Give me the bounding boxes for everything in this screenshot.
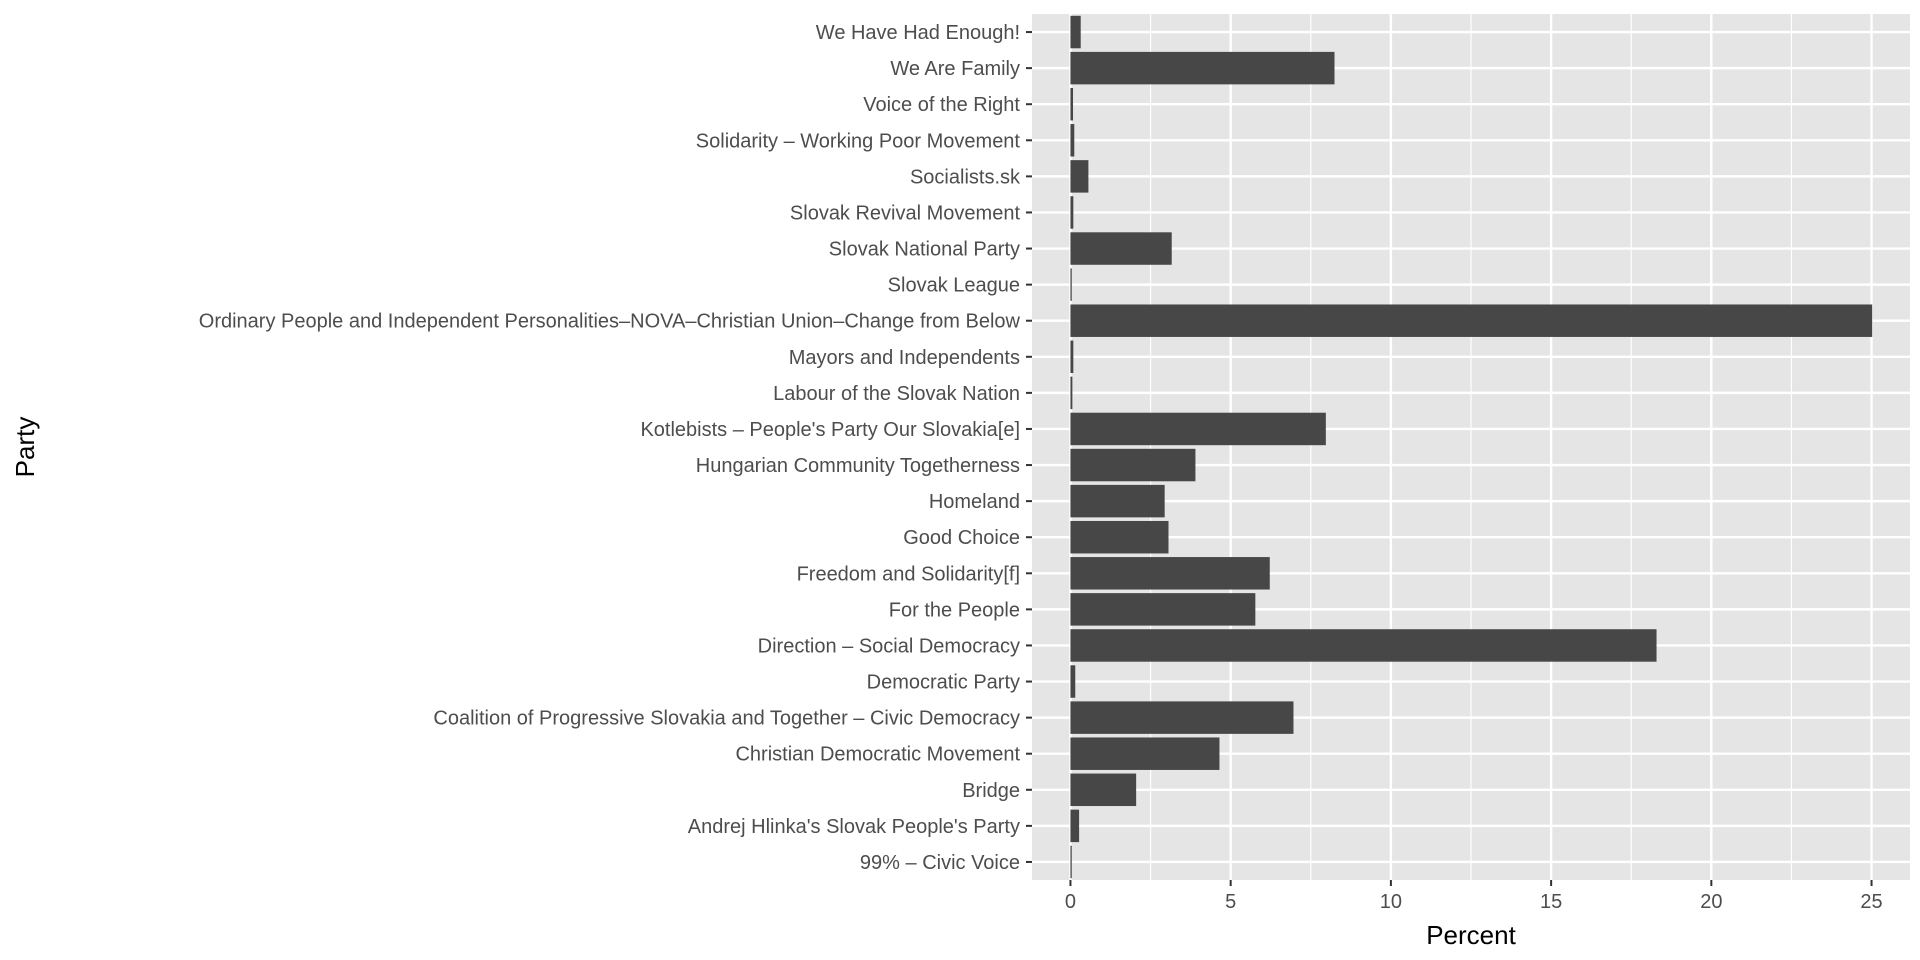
y-tick-label: Kotlebists – People's Party Our Slovakia… [640, 419, 1020, 441]
bar [1070, 340, 1074, 374]
y-tick-label: Mayors and Independents [789, 347, 1020, 369]
bar [1070, 484, 1165, 518]
bar [1070, 412, 1326, 446]
x-tick-label: 20 [1700, 891, 1722, 913]
bar [1070, 665, 1076, 698]
bar [1070, 376, 1073, 410]
y-tick-label: For the People [889, 599, 1020, 621]
x-tick-label: 15 [1540, 891, 1562, 913]
bar [1070, 557, 1270, 590]
bar [1070, 268, 1072, 301]
bar [1070, 51, 1335, 85]
y-tick-label: Solidarity – Working Poor Movement [696, 130, 1021, 152]
bar [1070, 160, 1089, 193]
x-axis-ticks [1069, 880, 1873, 886]
bar [1070, 773, 1137, 807]
y-tick-label: Direction – Social Democracy [758, 635, 1020, 657]
bar [1070, 87, 1074, 121]
bar [1070, 15, 1081, 49]
y-tick-label: We Are Family [890, 58, 1020, 80]
bar [1070, 701, 1294, 734]
bar [1070, 845, 1072, 879]
bar [1070, 448, 1196, 482]
bar [1070, 196, 1074, 229]
y-tick-label: Good Choice [903, 527, 1020, 549]
x-axis-title: Percent [1426, 920, 1516, 950]
y-axis-title: Party [10, 417, 40, 478]
minor-gridlines [1149, 14, 1793, 880]
y-tick-label: We Have Had Enough! [816, 22, 1020, 44]
x-tick-label: 10 [1380, 891, 1402, 913]
y-tick-label: Homeland [929, 491, 1020, 513]
bars [1070, 15, 1873, 879]
y-tick-label: Andrej Hlinka's Slovak People's Party [688, 816, 1020, 838]
y-tick-label: Socialists.sk [910, 166, 1021, 188]
y-tick-label: Bridge [962, 780, 1020, 802]
bar [1070, 304, 1873, 337]
bar [1070, 520, 1169, 554]
x-tick-label: 25 [1860, 891, 1882, 913]
bar [1070, 232, 1172, 265]
x-tick-label: 0 [1065, 891, 1076, 913]
y-tick-label: 99% – Civic Voice [860, 852, 1020, 874]
y-tick-label: Coalition of Progressive Slovakia and To… [433, 708, 1020, 730]
y-tick-label: Labour of the Slovak Nation [773, 383, 1020, 405]
y-tick-label: Hungarian Community Togetherness [696, 455, 1020, 477]
x-axis-labels: 0 5 10 15 20 25 [1065, 891, 1883, 913]
y-tick-label: Christian Democratic Movement [735, 744, 1020, 766]
y-tick-label: Ordinary People and Independent Personal… [199, 311, 1021, 333]
bar [1070, 809, 1080, 843]
y-tick-label: Freedom and Solidarity[f] [797, 563, 1020, 585]
bar [1070, 593, 1256, 626]
y-axis-ticks [1026, 31, 1032, 863]
bar [1070, 124, 1075, 157]
y-tick-label: Slovak National Party [829, 239, 1020, 261]
y-axis-labels: We Have Had Enough! We Are Family Voice of… [199, 22, 1021, 874]
bar [1070, 737, 1220, 770]
y-tick-label: Democratic Party [867, 672, 1020, 694]
y-tick-label: Slovak Revival Movement [790, 202, 1021, 224]
x-tick-label: 5 [1225, 891, 1236, 913]
bar [1070, 629, 1657, 662]
y-tick-label: Voice of the Right [863, 94, 1020, 116]
y-tick-label: Slovak League [888, 275, 1020, 297]
